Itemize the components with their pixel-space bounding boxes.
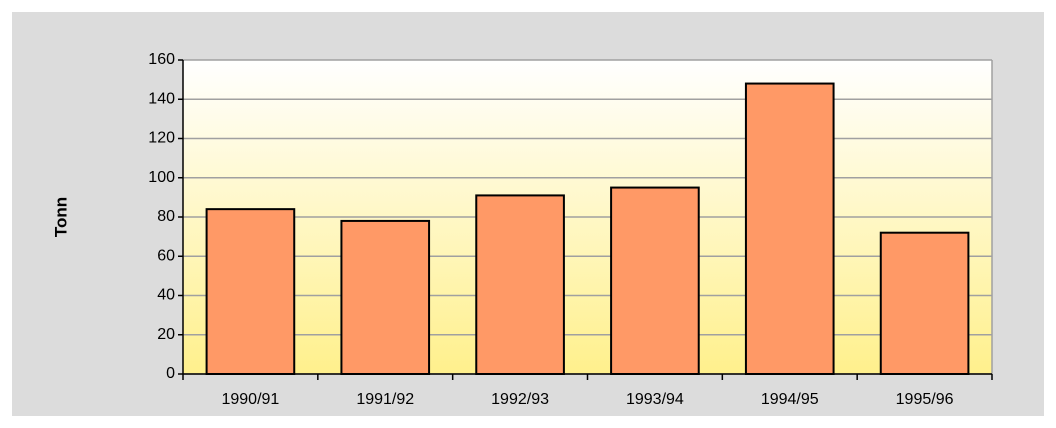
- y-tick-label: 60: [157, 247, 175, 264]
- x-tick-label: 1991/92: [356, 391, 414, 408]
- y-tick-label: 80: [157, 208, 175, 225]
- x-tick-label: 1990/91: [221, 391, 279, 408]
- bar: [744, 82, 835, 376]
- y-tick-label: 20: [157, 326, 175, 343]
- bar: [340, 219, 431, 375]
- y-tick-label: 120: [148, 130, 175, 147]
- bar: [475, 194, 565, 375]
- y-tick-label: 40: [157, 287, 175, 304]
- y-tick-label: 140: [148, 90, 175, 107]
- y-tick-label: 160: [148, 51, 175, 68]
- x-tick-label: 1995/96: [896, 391, 954, 408]
- y-axis-label: Tonn: [51, 197, 70, 237]
- y-tick-label: 100: [148, 169, 175, 186]
- x-tick-label: 1993/94: [626, 391, 684, 408]
- bar: [205, 208, 296, 375]
- y-tick-label: 0: [166, 365, 175, 382]
- bar: [879, 231, 970, 375]
- x-tick-label: 1992/93: [491, 391, 549, 408]
- x-tick-label: 1994/95: [761, 391, 819, 408]
- bar: [610, 186, 700, 375]
